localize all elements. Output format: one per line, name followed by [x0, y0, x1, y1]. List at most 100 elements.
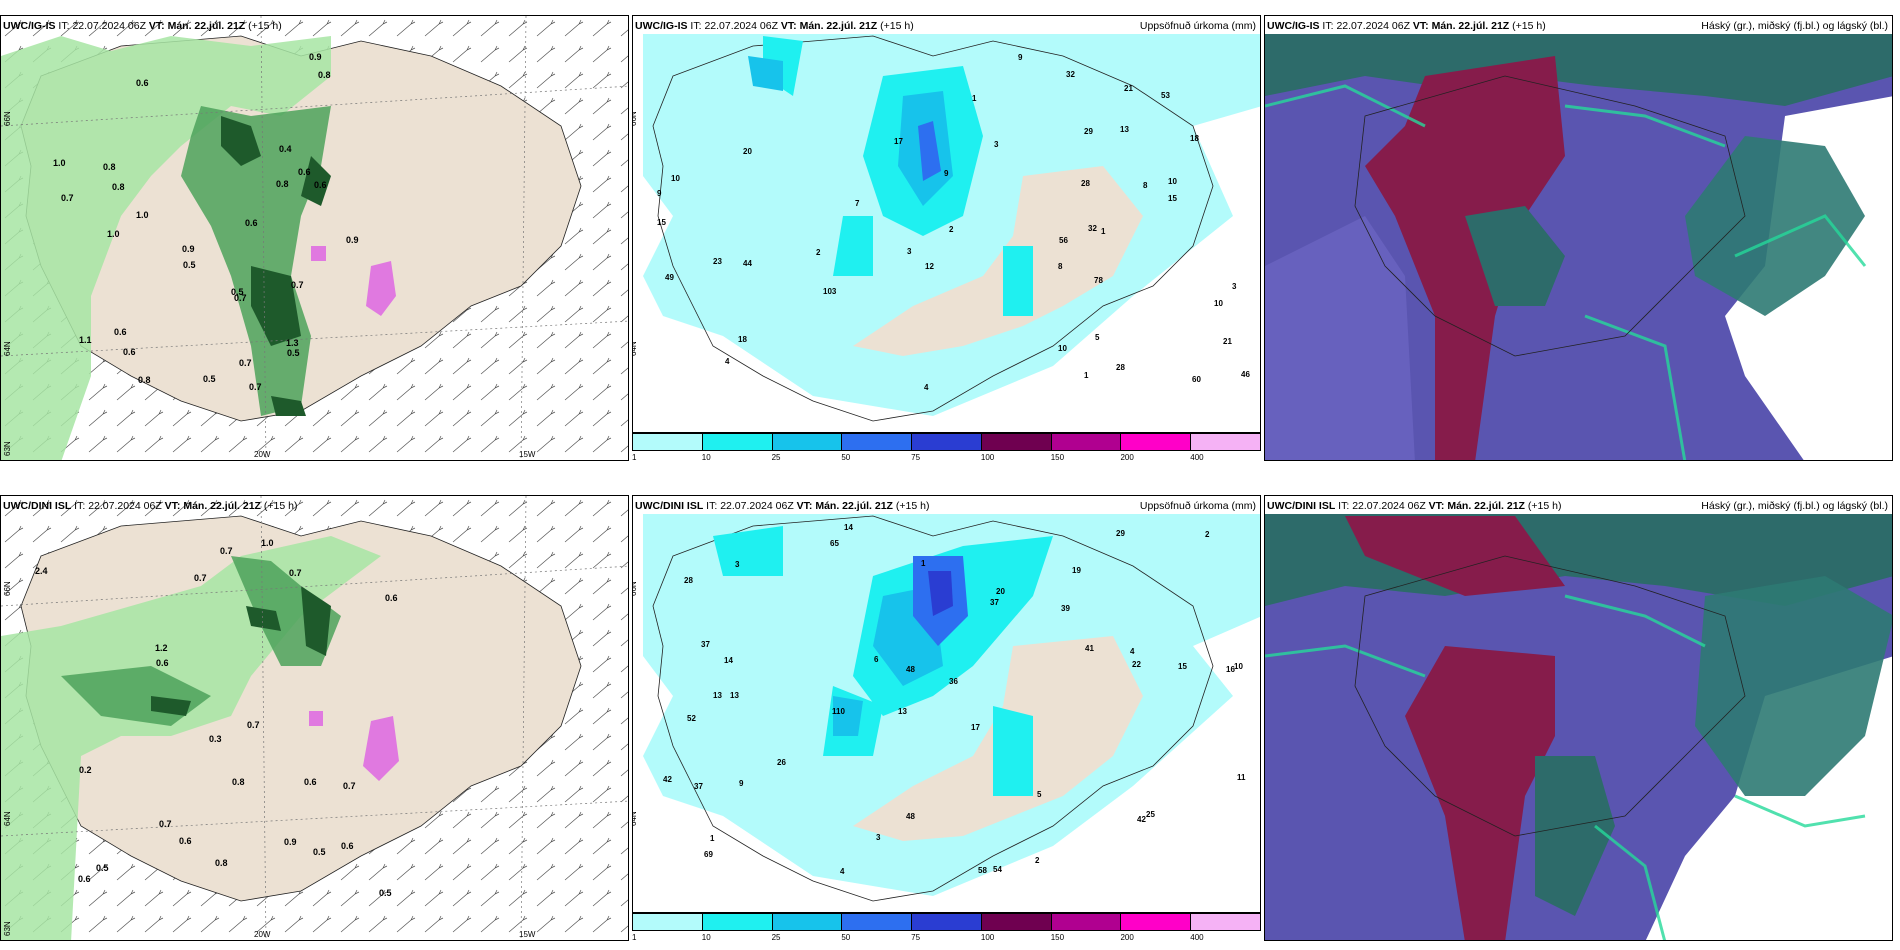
value-label: 42	[1137, 815, 1146, 824]
value-label: 0.5	[231, 287, 244, 297]
value-label: 39	[1061, 604, 1070, 613]
value-label: 0.6	[179, 836, 192, 846]
value-label: 2	[1035, 856, 1040, 865]
colorbar-label: 200	[1120, 933, 1134, 942]
mid-cloud-area	[1265, 216, 1415, 460]
colorbar-label: 150	[1050, 453, 1065, 462]
value-label: 2	[949, 225, 954, 234]
value-label: 9	[944, 169, 949, 178]
value-label: 22	[1132, 660, 1141, 669]
low-cloud-area	[1465, 206, 1565, 306]
precip-1mm-area	[643, 514, 1260, 896]
colorbar-swatch: 1	[632, 433, 702, 462]
value-label: 0.6	[314, 180, 327, 190]
value-label: 9	[739, 779, 744, 788]
value-label: 29	[1084, 127, 1093, 136]
value-label: 1.0	[53, 158, 66, 168]
value-label: 0.6	[341, 841, 354, 851]
value-label: 0.7	[247, 720, 260, 730]
iceland-coastline	[1354, 555, 1746, 837]
lon-label: 20W	[254, 930, 271, 939]
lat-label: 66N	[3, 111, 12, 126]
panel-title: UWC/DINI ISL IT: 22.07.2024 06Z VT: Mán.…	[1267, 500, 1562, 512]
value-label: 14	[724, 656, 733, 665]
precip-light-area	[1, 36, 331, 460]
colorbar-label: 200	[1120, 453, 1134, 462]
value-label: 0.5	[379, 888, 392, 898]
colorbar-swatch: 400	[1190, 913, 1262, 942]
iceland-coastline	[652, 515, 1214, 902]
cloud-edges	[1265, 84, 1867, 460]
value-label: 1	[710, 834, 715, 843]
value-label: 26	[777, 758, 786, 767]
panel-title: UWC/IG-IS IT: 22.07.2024 06Z VT: Mán. 22…	[3, 20, 282, 32]
value-label: 9	[657, 189, 662, 198]
colorbar-label: 75	[911, 453, 921, 462]
precip-10mm-area	[763, 36, 1033, 316]
value-label: 0.7	[220, 546, 233, 556]
value-label: 5	[1095, 333, 1100, 342]
value-label: 0.7	[343, 781, 356, 791]
cloud-title: Háský (gr.), miðský (fj.bl.) og lágský (…	[1701, 500, 1888, 512]
value-label: 0.9	[284, 837, 297, 847]
value-label: 28	[1116, 363, 1125, 372]
value-label: 15	[1178, 662, 1187, 671]
value-label: 15	[657, 218, 666, 227]
value-label: 3	[735, 560, 740, 569]
precip-light-area	[1, 536, 381, 940]
value-label: 0.5	[313, 847, 326, 857]
value-label: 36	[949, 677, 958, 686]
colorbar-swatch: 400	[1190, 433, 1262, 462]
cloud-map	[1265, 34, 1892, 460]
colorbar-swatch: 75	[911, 913, 981, 942]
value-label: 3	[1232, 282, 1237, 291]
value-label: 41	[1085, 644, 1094, 653]
value-label: 0.5	[183, 260, 196, 270]
colorbar-swatch: 150	[1050, 433, 1121, 462]
value-label: 103	[823, 287, 837, 296]
value-label: 2.4	[35, 566, 48, 576]
value-label: 32	[1088, 224, 1097, 233]
value-label: 0.8	[215, 858, 228, 868]
value-label: 0.8	[112, 182, 125, 192]
value-label: 10	[1214, 299, 1223, 308]
value-label: 16	[1226, 665, 1235, 674]
value-label: 28	[1081, 179, 1090, 188]
colorbar-label: 400	[1190, 933, 1204, 942]
precip-50mm-area	[918, 121, 941, 181]
value-label: 44	[743, 259, 752, 268]
value-label: 10	[671, 174, 680, 183]
colorbar-swatch: 50	[841, 913, 912, 942]
value-label: 10	[1234, 662, 1243, 671]
precip-75mm-area	[928, 571, 953, 616]
value-label: 10	[1058, 344, 1067, 353]
precip-heavy-area	[151, 586, 331, 716]
precip-title: Uppsöfnuð úrkoma (mm)	[1139, 20, 1256, 32]
colorbar-swatch: 150	[1050, 913, 1121, 942]
value-label: 18	[1190, 134, 1199, 143]
cloud-edges	[1265, 594, 1866, 940]
value-label: 10	[1168, 177, 1177, 186]
value-label: 0.6	[245, 218, 258, 228]
value-label: 1.0	[136, 210, 149, 220]
value-label: 0.8	[138, 375, 151, 385]
value-label: 0.4	[279, 144, 292, 154]
lat-label: 64N	[3, 811, 12, 826]
value-label: 52	[687, 714, 696, 723]
value-label: 0.9	[182, 244, 195, 254]
value-label: 48	[906, 812, 915, 821]
colorbar-label: 50	[841, 453, 851, 462]
graticule	[1, 496, 628, 940]
value-label: 1.3	[286, 338, 299, 348]
value-label: 18	[738, 335, 747, 344]
value-label: 65	[830, 539, 839, 548]
value-label: 69	[704, 850, 713, 859]
precip-25mm-area	[748, 56, 953, 206]
low-cloud-area	[1695, 576, 1892, 796]
value-label: 1.1	[79, 335, 92, 345]
colorbar-swatch: 200	[1120, 913, 1191, 942]
value-label: 4	[1130, 647, 1135, 656]
value-label: 6	[874, 655, 879, 664]
